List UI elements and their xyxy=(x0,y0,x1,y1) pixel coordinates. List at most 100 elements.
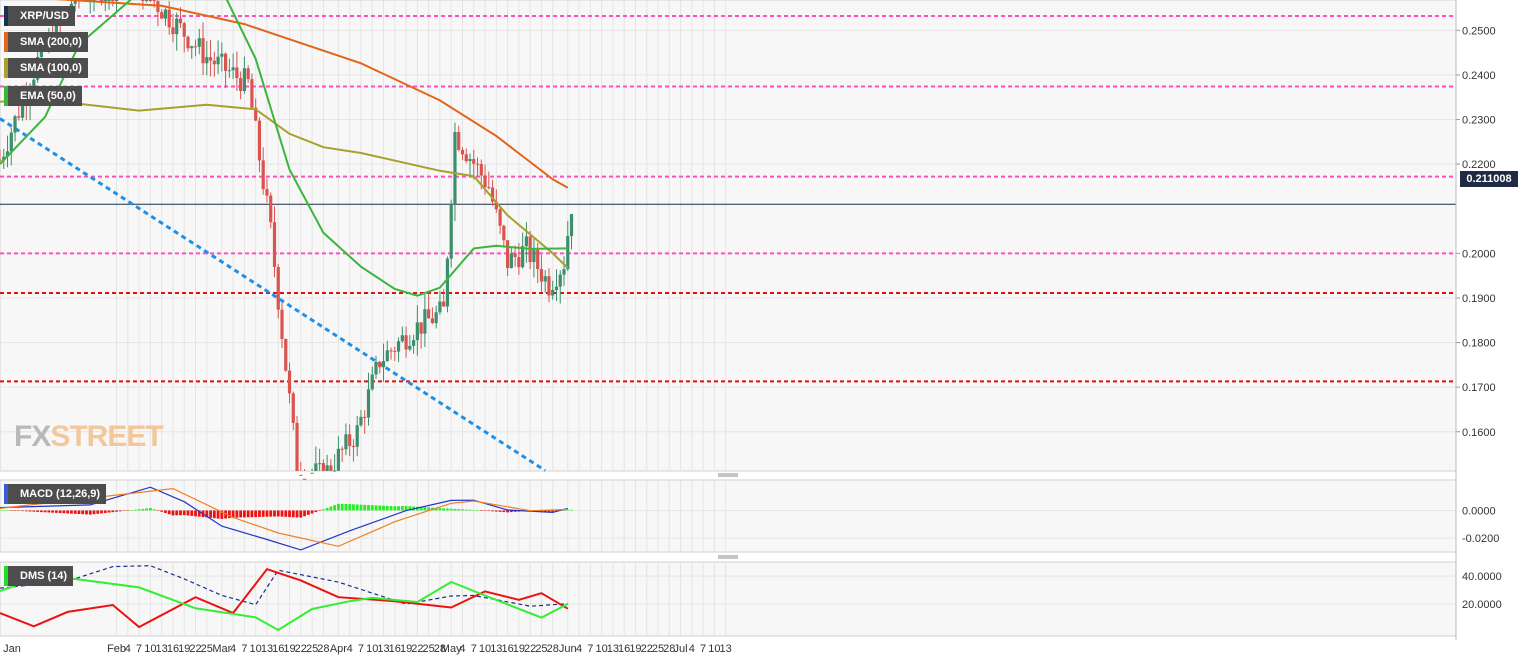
macd-histogram-bar xyxy=(9,510,13,511)
candle-body xyxy=(374,361,378,375)
candle-body xyxy=(160,12,164,19)
candle-body xyxy=(156,1,160,13)
candle-body xyxy=(532,249,536,263)
macd-histogram-bar xyxy=(566,509,570,511)
macd-histogram-bar xyxy=(175,510,179,516)
macd-histogram-bar xyxy=(36,510,39,512)
candle-body xyxy=(13,116,17,133)
macd-histogram-bar xyxy=(250,510,254,518)
candle-body xyxy=(269,195,273,223)
macd-histogram-bar xyxy=(374,505,378,511)
candle-body xyxy=(250,79,254,108)
macd-line-1 xyxy=(0,487,568,547)
candle-body xyxy=(363,416,367,418)
candle-body xyxy=(494,201,498,210)
macd-histogram-bar xyxy=(427,507,431,511)
macd-histogram-bar xyxy=(205,510,209,518)
macd-histogram-bar xyxy=(190,510,194,516)
x-tick-label: 13 xyxy=(607,643,619,655)
candle-body xyxy=(359,416,363,426)
macd-histogram-bar xyxy=(513,510,517,512)
macd-histogram-bar xyxy=(243,510,246,518)
candle-body xyxy=(302,478,307,480)
macd-histogram-bar xyxy=(487,510,491,512)
fxstreet-watermark: FXSTREET xyxy=(14,420,164,454)
candle-body xyxy=(2,156,6,160)
macd-y-tick-label: 0.0000 xyxy=(1462,505,1496,517)
x-tick-label: 28 xyxy=(663,643,675,655)
macd-histogram-bar xyxy=(393,506,397,511)
candle-body xyxy=(208,57,213,61)
macd-histogram-bar xyxy=(344,504,348,511)
macd-histogram-bar xyxy=(483,510,487,511)
candle-body xyxy=(148,0,152,1)
macd-histogram-bar xyxy=(382,505,385,511)
macd-histogram-bar xyxy=(258,510,261,517)
x-tick-label: 10 xyxy=(595,643,607,655)
macd-histogram-bar xyxy=(502,510,506,513)
macd-histogram-bar xyxy=(212,510,216,519)
legend-dms[interactable]: DMS (14) xyxy=(4,566,74,586)
x-tick-label: 4 xyxy=(576,643,582,655)
macd-histogram-bar xyxy=(43,510,47,513)
legend-sma-200[interactable]: SMA (200,0) xyxy=(4,32,88,52)
candle-body xyxy=(171,27,175,35)
x-tick-label: 10 xyxy=(366,643,378,655)
x-tick-label: 22 xyxy=(524,643,536,655)
legend-xrpusd[interactable]: XRP/USD xyxy=(4,6,75,26)
candle-body xyxy=(551,289,555,296)
panel-bg-2 xyxy=(0,561,1457,637)
candle-body xyxy=(114,0,119,1)
candle-body xyxy=(0,159,2,161)
macd-histogram-bar xyxy=(149,508,152,511)
candle-body xyxy=(291,393,295,423)
y-tick-label: 0.2400 xyxy=(1462,70,1496,82)
macd-histogram-bar xyxy=(6,510,9,511)
x-tick-label: 13 xyxy=(261,643,273,655)
macd-histogram-bar xyxy=(491,510,494,512)
x-tick-label: 22 xyxy=(641,643,653,655)
macd-histogram-bar xyxy=(239,510,243,518)
candle-body xyxy=(438,301,442,313)
x-tick-label: 10 xyxy=(479,643,491,655)
macd-histogram-bar xyxy=(197,510,201,517)
macd-histogram-bar xyxy=(130,510,133,511)
x-tick-label: 4 xyxy=(230,643,236,655)
legend-macd[interactable]: MACD (12,26,9) xyxy=(4,484,107,504)
candle-body xyxy=(329,465,333,471)
macd-histogram-bar xyxy=(348,504,352,511)
x-tick-label: 13 xyxy=(377,643,389,655)
candle-body xyxy=(430,318,434,324)
macd-histogram-bar xyxy=(85,510,88,515)
candle-body xyxy=(186,36,190,49)
macd-histogram-bar xyxy=(261,510,265,517)
dms-y-tick-label: 20.0000 xyxy=(1462,599,1502,611)
ma-line-0 xyxy=(54,0,569,189)
macd-histogram-bar xyxy=(96,510,100,514)
macd-histogram-bar xyxy=(107,510,111,513)
candle-body xyxy=(284,339,288,371)
candle-body xyxy=(381,361,386,368)
candle-body xyxy=(348,434,352,447)
levels-layer xyxy=(0,15,1456,472)
panel-bg-1 xyxy=(0,479,1457,553)
candle-body xyxy=(141,0,145,1)
candle-body xyxy=(246,68,250,80)
candle-body xyxy=(197,38,201,47)
macd-histogram-bar xyxy=(457,509,461,511)
candle-body xyxy=(370,374,374,390)
candle-body xyxy=(366,389,371,418)
dms-y-tick-label: 40.0000 xyxy=(1462,571,1502,583)
macd-histogram-bar xyxy=(164,510,167,513)
candle-body xyxy=(17,116,21,118)
candle-body xyxy=(175,18,179,35)
x-tick-label: 22 xyxy=(411,643,423,655)
candle-body xyxy=(498,209,502,226)
legend-sma-100[interactable]: SMA (100,0) xyxy=(4,58,88,78)
legend-ema-50[interactable]: EMA (50,0) xyxy=(4,86,82,106)
x-tick-label: 28 xyxy=(317,643,329,655)
x-tick-label: 16 xyxy=(501,643,513,655)
